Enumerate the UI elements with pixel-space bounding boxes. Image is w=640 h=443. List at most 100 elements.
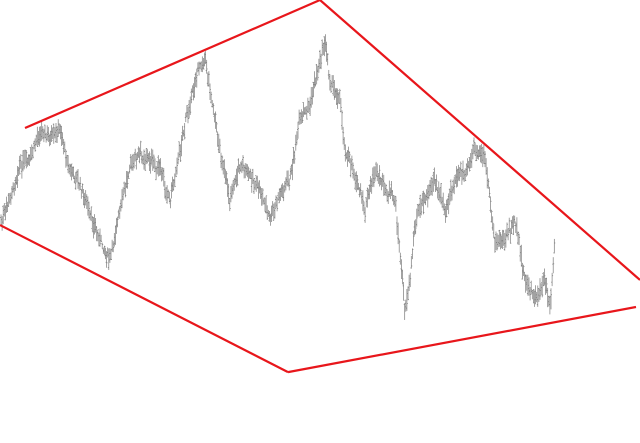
ohlc-bar xyxy=(365,197,368,208)
ohlc-bar xyxy=(110,248,112,260)
ohlc-bar xyxy=(181,125,184,141)
ohlc-bar xyxy=(506,222,508,238)
ohlc-bar xyxy=(504,229,507,248)
ohlc-bar xyxy=(89,210,92,221)
ohlc-bar xyxy=(319,49,321,69)
ohlc-bar xyxy=(493,236,496,253)
trendline-upper-left xyxy=(24,0,321,130)
ohlc-bar xyxy=(173,173,176,188)
ohlc-bar xyxy=(27,154,30,166)
ohlc-bar xyxy=(402,282,405,301)
ohlc-bar xyxy=(546,287,549,308)
ohlc-bar xyxy=(368,184,371,200)
ohlc-bar xyxy=(518,233,521,246)
ohlc-bar xyxy=(361,190,364,212)
ohlc-bar xyxy=(282,185,285,202)
ohlc-bar xyxy=(312,81,315,98)
ohlc-bar xyxy=(66,155,68,167)
ohlc-bar xyxy=(498,229,501,247)
ohlc-bar xyxy=(224,169,227,185)
ohlc-bar xyxy=(195,68,198,88)
ohlc-bar xyxy=(101,242,104,249)
ohlc-bar xyxy=(116,216,119,228)
ohlc-bar xyxy=(314,77,317,87)
ohlc-bar xyxy=(383,182,386,196)
ohlc-bar xyxy=(320,53,323,70)
ohlc-bar xyxy=(265,195,268,214)
ohlc-bar xyxy=(301,111,304,123)
ohlc-bar xyxy=(107,248,110,271)
ohlc-bar xyxy=(360,191,363,204)
ohlc-bar xyxy=(253,178,255,195)
ohlc-bar xyxy=(73,175,76,184)
ohlc-bar xyxy=(196,62,199,73)
ohlc-bar xyxy=(235,168,238,188)
ohlc-bar xyxy=(348,151,351,164)
ohlc-bar xyxy=(519,245,522,262)
ohlc-bar xyxy=(5,196,8,213)
ohlc-bar xyxy=(313,71,316,89)
ohlc-bar xyxy=(322,42,325,56)
ohlc-bar xyxy=(163,180,166,199)
ohlc-bar xyxy=(352,162,354,179)
ohlc-bar xyxy=(22,150,24,172)
ohlc-bar xyxy=(409,272,412,288)
ohlc-bar xyxy=(502,229,505,246)
ohlc-bar xyxy=(550,288,552,310)
ohlc-bar xyxy=(525,274,528,291)
ohlc-bar xyxy=(293,150,296,164)
ohlc-bar xyxy=(154,158,156,173)
ohlc-bar xyxy=(82,189,85,206)
ohlc-bar xyxy=(180,134,183,157)
ohlc-bar xyxy=(2,205,5,225)
ohlc-bar xyxy=(279,187,282,201)
ohlc-bar xyxy=(323,36,326,57)
ohlc-bar xyxy=(41,126,44,140)
ohlc-bar xyxy=(113,232,116,247)
ohlc-bar xyxy=(244,163,247,179)
ohlc-bar xyxy=(59,124,62,140)
ohlc-bar xyxy=(90,206,93,222)
ohlc-bar xyxy=(495,231,497,251)
ohlc-bar xyxy=(456,168,459,187)
ohlc-bar xyxy=(212,103,215,116)
ohlc-bar xyxy=(95,226,98,242)
ohlc-bar xyxy=(4,205,7,221)
ohlc-bar xyxy=(311,86,314,105)
ohlc-bar xyxy=(220,152,222,169)
ohlc-bar xyxy=(146,149,149,164)
ohlc-bar xyxy=(438,187,441,203)
ohlc-bar xyxy=(152,154,155,169)
ohlc-bar xyxy=(214,111,217,129)
ohlc-bar xyxy=(119,199,122,212)
ohlc-bar xyxy=(179,144,182,162)
ohlc-bar xyxy=(437,181,440,201)
ohlc-bar xyxy=(470,148,473,168)
ohlc-bar xyxy=(1,216,4,231)
ohlc-bar xyxy=(62,138,65,155)
ohlc-bar xyxy=(337,92,340,104)
ohlc-bar xyxy=(243,164,246,179)
ohlc-bar xyxy=(452,179,455,194)
ohlc-bar xyxy=(148,151,151,171)
ohlc-bar xyxy=(237,158,240,173)
ohlc-bar xyxy=(47,126,50,143)
ohlc-bar xyxy=(515,217,518,237)
ohlc-bar xyxy=(297,121,299,139)
ohlc-bar xyxy=(308,100,310,113)
ohlc-bar xyxy=(305,105,308,120)
ohlc-bar xyxy=(267,209,270,218)
ohlc-bar xyxy=(124,182,127,198)
ohlc-bar xyxy=(410,255,413,269)
ohlc-bar xyxy=(56,126,59,144)
ohlc-bar xyxy=(68,163,71,175)
ohlc-bar xyxy=(242,155,244,172)
ohlc-bar xyxy=(485,158,488,175)
ohlc-bar xyxy=(377,173,380,184)
ohlc-bar xyxy=(512,215,515,235)
ohlc-bar xyxy=(429,179,431,196)
ohlc-bar xyxy=(261,188,264,205)
ohlc-bar xyxy=(290,164,293,175)
ohlc-bar xyxy=(74,171,77,190)
ohlc-bar xyxy=(34,138,37,152)
